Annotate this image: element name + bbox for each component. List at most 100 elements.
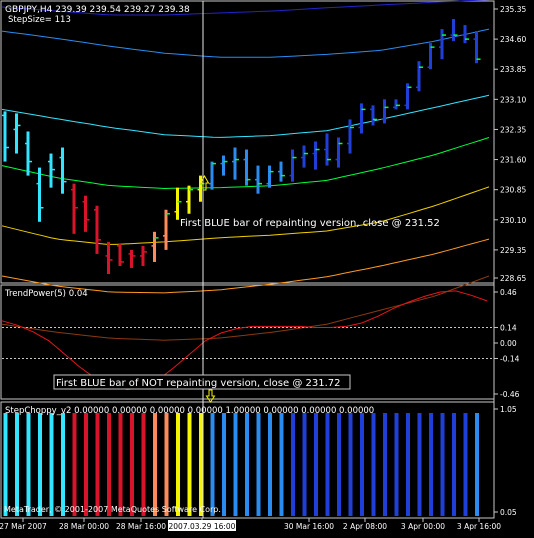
- choppy-tick-label: 1.05: [500, 405, 517, 414]
- choppy-bar: [463, 413, 468, 516]
- stepsize-label: StepSize= 113: [8, 15, 71, 25]
- price-tick-label: 232.35: [500, 125, 526, 134]
- not-repainting-annotation: First BLUE bar of NOT repainting version…: [56, 378, 340, 389]
- price-tick-label: 235.35: [500, 5, 526, 14]
- price-bar: [220, 155, 228, 176]
- choppy-bar: [130, 413, 134, 516]
- choppy-bar: [107, 413, 111, 516]
- crosshair-time-label: 2007.03.29 16:00: [169, 522, 236, 531]
- price-bar: [13, 113, 21, 154]
- price-tick-label: 233.85: [500, 65, 526, 74]
- stepchoppy-label: StepChoppy_v2 0.00000 0.00000 0.00000 0.…: [5, 406, 374, 416]
- stepchoppy-histogram: [3, 413, 479, 516]
- price-bar: [59, 147, 67, 194]
- not-repainting-arrow-icon: [205, 389, 216, 403]
- choppy-bar: [26, 413, 31, 516]
- price-tick-label: 228.65: [500, 274, 526, 283]
- choppy-bar: [176, 413, 180, 516]
- choppy-bar: [314, 413, 318, 516]
- band-line: [1, 137, 490, 190]
- choppy-bar: [72, 413, 77, 516]
- symbol-label: GBPJPY,H4 239.39 239.54 239.27 239.38: [5, 5, 190, 15]
- time-tick-label: 28 Mar 00:00: [59, 522, 109, 531]
- axes: 235.35 234.60 233.85 233.10 232.35 231.60 230.…: [0, 5, 526, 531]
- time-tick-label: 3 Apr 00:00: [401, 522, 445, 531]
- price-bar: [358, 103, 366, 134]
- choppy-bar: [3, 413, 8, 516]
- price-bar: [404, 83, 412, 110]
- price-bar: [186, 185, 193, 214]
- band-line: [1, 186, 490, 245]
- price-bar: [140, 245, 147, 266]
- price-tick-label: 229.35: [500, 246, 526, 255]
- choppy-bar: [15, 413, 19, 516]
- price-bar: [462, 25, 469, 44]
- price-bar: [289, 149, 297, 182]
- price-bar: [370, 105, 377, 126]
- power-tick-label: -0.14: [500, 355, 520, 364]
- price-tick-label: 231.60: [500, 156, 526, 165]
- price-bar: [278, 161, 285, 182]
- price-bar: [151, 231, 159, 262]
- price-bar: [347, 119, 354, 154]
- price-bar: [427, 43, 435, 70]
- price-bar: [335, 137, 343, 168]
- repainting-annotation: First BLUE bar of repainting version, cl…: [180, 218, 440, 229]
- price-bar: [416, 61, 423, 92]
- price-bar: [48, 153, 55, 188]
- choppy-bar: [360, 413, 364, 516]
- price-bar: [301, 145, 308, 168]
- choppy-bar: [371, 413, 376, 516]
- band-line: [1, 28, 490, 58]
- choppy-bar: [84, 413, 88, 516]
- choppy-bar: [210, 413, 215, 516]
- price-bar: [209, 161, 216, 190]
- choppy-bar: [279, 413, 284, 516]
- power-tick-label: 0.00: [500, 339, 517, 348]
- choppy-bar: [222, 413, 226, 516]
- band-line: [1, 94, 490, 138]
- price-bar: [36, 167, 44, 222]
- choppy-bar: [268, 413, 272, 516]
- choppy-bar: [475, 413, 479, 516]
- copyright-label: MetaTrader, © 2001-2007 MetaQuotes Softw…: [4, 505, 221, 514]
- choppy-bar: [199, 413, 203, 516]
- choppy-bar: [406, 413, 410, 516]
- price-bar: [450, 19, 458, 42]
- choppy-bar: [429, 413, 433, 516]
- price-bar: [94, 205, 101, 254]
- time-tick-label: 30 Mar 16:00: [284, 522, 334, 531]
- price-bar: [174, 187, 182, 220]
- power-tick-label: 0.46: [500, 288, 517, 297]
- trendpower-indicator: [1, 290, 493, 391]
- trendpower-label: TrendPower(5) 0.04: [4, 289, 88, 299]
- choppy-bar: [383, 413, 387, 516]
- choppy-bar: [118, 413, 123, 516]
- choppy-bar: [452, 413, 456, 516]
- price-bar: [393, 99, 400, 110]
- choppy-bar: [141, 413, 146, 516]
- price-bar: [117, 243, 124, 266]
- price-bar: [128, 249, 136, 268]
- choppy-tick-label: 0.05: [500, 508, 517, 517]
- price-bar: [473, 31, 481, 64]
- price-bar: [266, 165, 274, 188]
- choppy-bar: [325, 413, 330, 516]
- choppy-bar: [245, 413, 249, 516]
- choppy-bar: [233, 413, 238, 516]
- price-bar: [232, 147, 239, 180]
- choppy-bar: [61, 413, 65, 516]
- price-tick-label: 230.10: [500, 216, 526, 225]
- choppy-bar: [394, 413, 399, 516]
- choppy-bar: [164, 413, 169, 516]
- choppy-bar: [417, 413, 422, 516]
- band-line: [1, 275, 490, 341]
- not-repainting-annotation-box: [53, 374, 351, 390]
- price-tick-label: 230.85: [500, 186, 526, 195]
- choppy-bar: [38, 413, 42, 516]
- choppy-bar: [49, 413, 54, 516]
- price-bar: [163, 209, 170, 250]
- price-bar: [381, 99, 389, 124]
- choppy-bar: [256, 413, 261, 516]
